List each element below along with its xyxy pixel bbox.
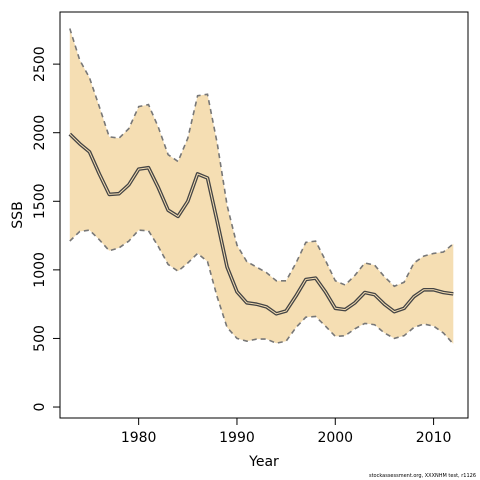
lower-bound-line <box>69 229 454 345</box>
x-tick-label: 2000 <box>317 430 353 446</box>
y-axis-title: SSB <box>10 201 26 228</box>
x-axis: 1980 1990 2000 2010 <box>121 418 452 446</box>
upper-bound-line <box>69 28 454 288</box>
y-tick-label: 2000 <box>32 115 48 151</box>
x-tick-label: 1990 <box>219 430 255 446</box>
y-tick-label: 1000 <box>32 252 48 288</box>
x-tick-label: 1980 <box>121 430 157 446</box>
y-tick-label: 2500 <box>32 46 48 82</box>
y-tick-label: 0 <box>32 403 48 412</box>
x-axis-title: Year <box>248 454 279 470</box>
y-axis: 0 500 1000 1500 2000 2500 <box>32 46 61 412</box>
y-tick-label: 1500 <box>32 183 48 219</box>
x-tick-label: 2010 <box>416 430 452 446</box>
confidence-band <box>69 28 454 344</box>
ssb-estimate-line <box>69 133 454 315</box>
y-tick-label: 500 <box>32 325 48 352</box>
footer-credit: stockassessment.org, XXXNHM test, r1126 <box>369 473 476 479</box>
